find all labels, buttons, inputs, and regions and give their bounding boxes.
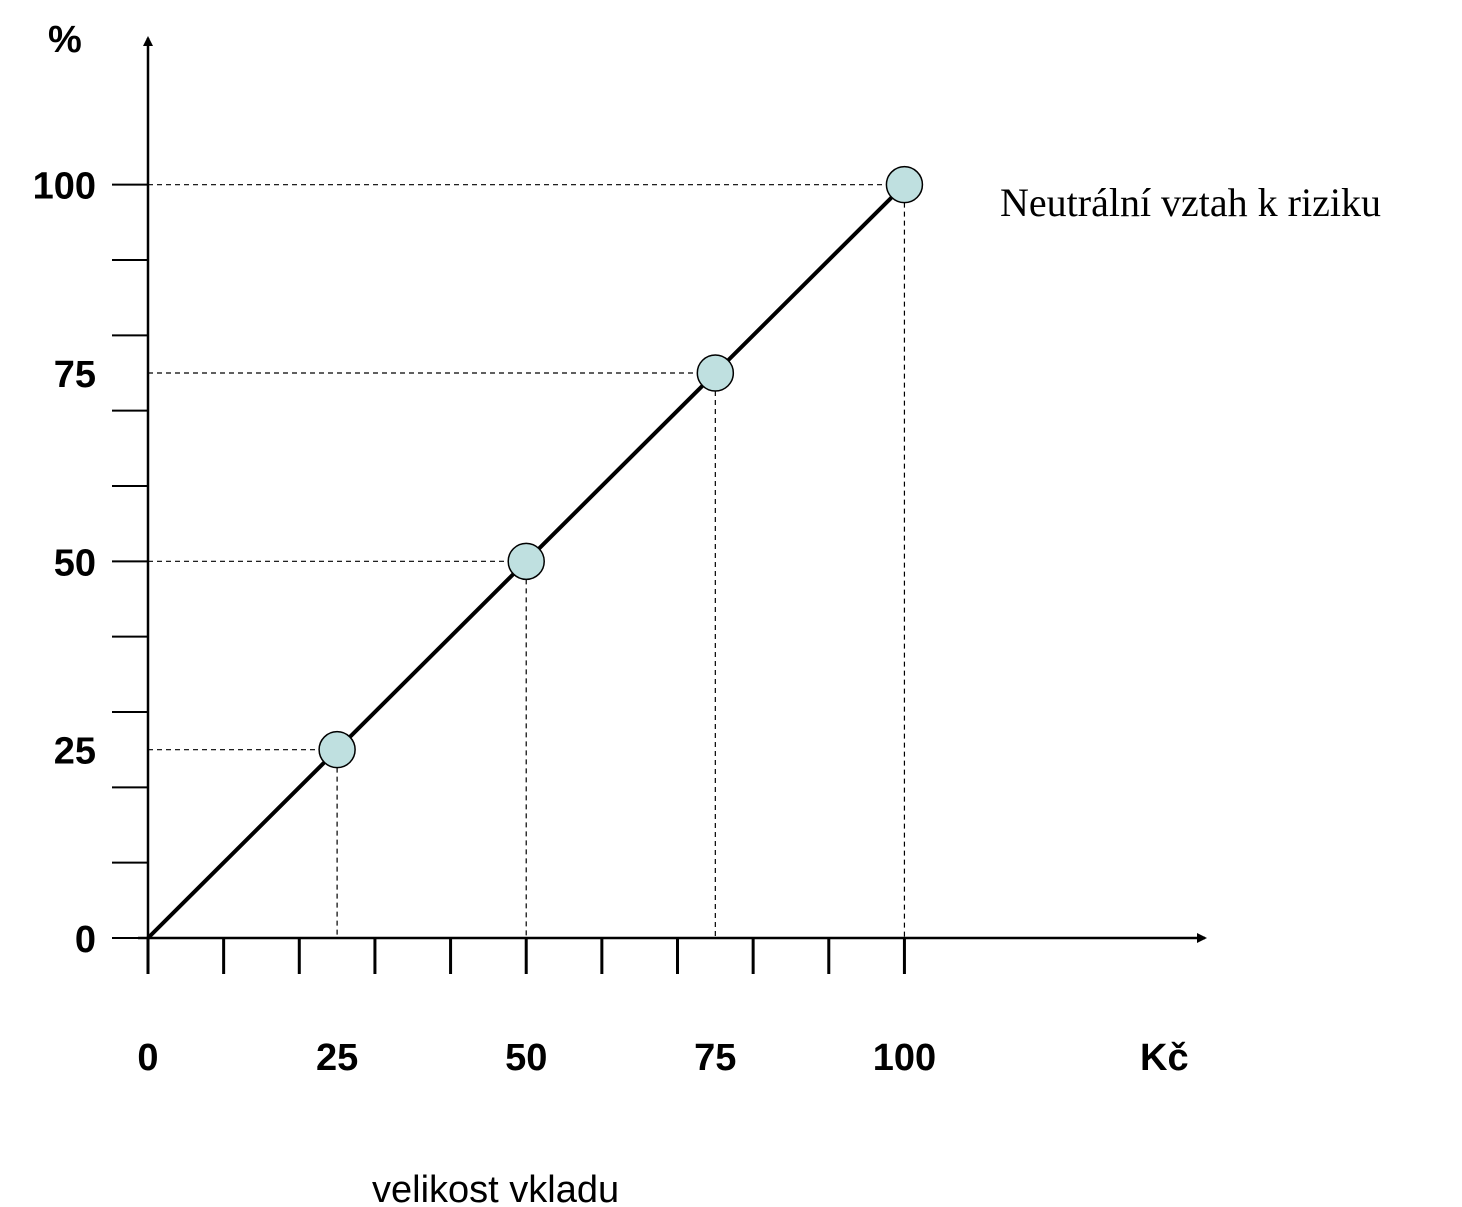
y-tick-label: 0 [75, 919, 96, 961]
x-tick-label: 25 [316, 1037, 358, 1079]
x-tick-label: 0 [137, 1037, 158, 1079]
x-tick-labels: 0 25 50 75 100 [137, 1037, 936, 1079]
data-point [507, 542, 545, 581]
y-tick-label: 100 [33, 166, 96, 208]
data-points [318, 165, 924, 769]
minor-ticks [112, 183, 906, 974]
chart-annotation: Neutrální vztah k riziku [1000, 180, 1381, 225]
y-tick-label: 75 [54, 354, 96, 396]
y-unit-label: % [48, 19, 82, 61]
y-tick-labels: 0 25 50 75 100 [33, 166, 96, 961]
data-point [885, 165, 924, 204]
x-tick-label: 100 [873, 1037, 936, 1079]
guide-lines [148, 184, 906, 938]
y-tick-label: 25 [54, 731, 96, 773]
y-tick-label: 50 [54, 542, 96, 584]
x-tick-label: 75 [694, 1037, 736, 1079]
x-tick-label: 50 [505, 1037, 547, 1079]
x-axis-label: velikost vkladu [372, 1169, 619, 1207]
data-point [318, 730, 356, 769]
data-point [696, 354, 735, 392]
x-unit-label: Kč [1140, 1037, 1189, 1079]
